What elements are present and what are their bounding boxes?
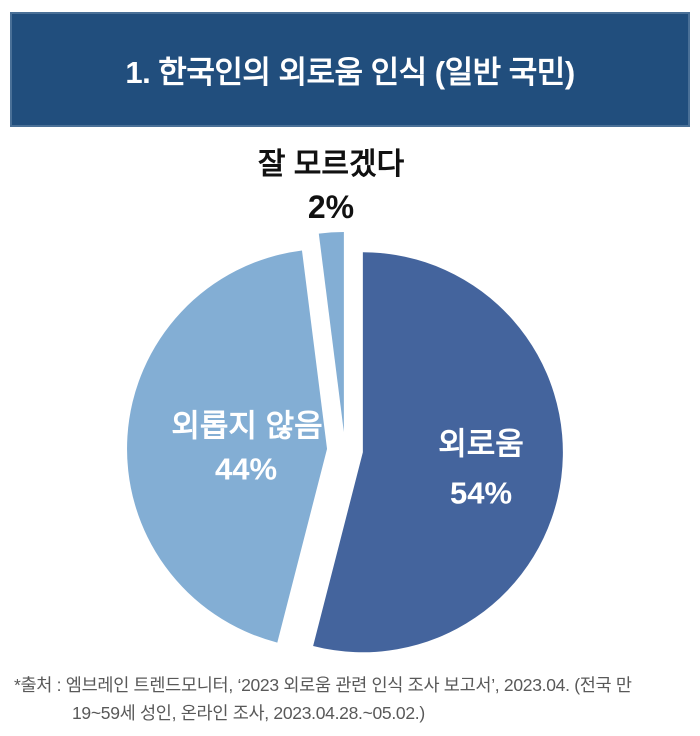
callout-category-label: 잘 모르겠다 [257,148,405,181]
pie-slice-lonely [313,252,563,653]
callout-percent-value: 2% [307,189,355,225]
slice-label-not-lonely: 외롭지 않음 [171,409,322,444]
pie-slice-not-lonely [127,250,328,643]
title-banner: 1. 한국인의 외로움 인식 (일반 국민) [10,12,690,127]
slice-label-lonely: 외로움 [438,427,524,462]
source-note-line-1: *출처 : 엠브레인 트렌드모니터, ‘2023 외로움 관련 인식 조사 보고… [14,675,632,695]
source-note: *출처 : 엠브레인 트렌드모니터, ‘2023 외로움 관련 인식 조사 보고… [14,671,690,727]
source-note-line-2: 19~59세 성인, 온라인 조사, 2023.04.28.~05.02.) [72,703,425,723]
slice-percent-not-lonely: 44% [215,452,277,487]
pie-callout: 잘 모르겠다 2% [258,148,404,224]
slice-percent-lonely: 54% [450,476,512,511]
page-title: 1. 한국인의 외로움 인식 (일반 국민) [125,55,575,90]
pie-slice-dont-know [318,232,344,433]
